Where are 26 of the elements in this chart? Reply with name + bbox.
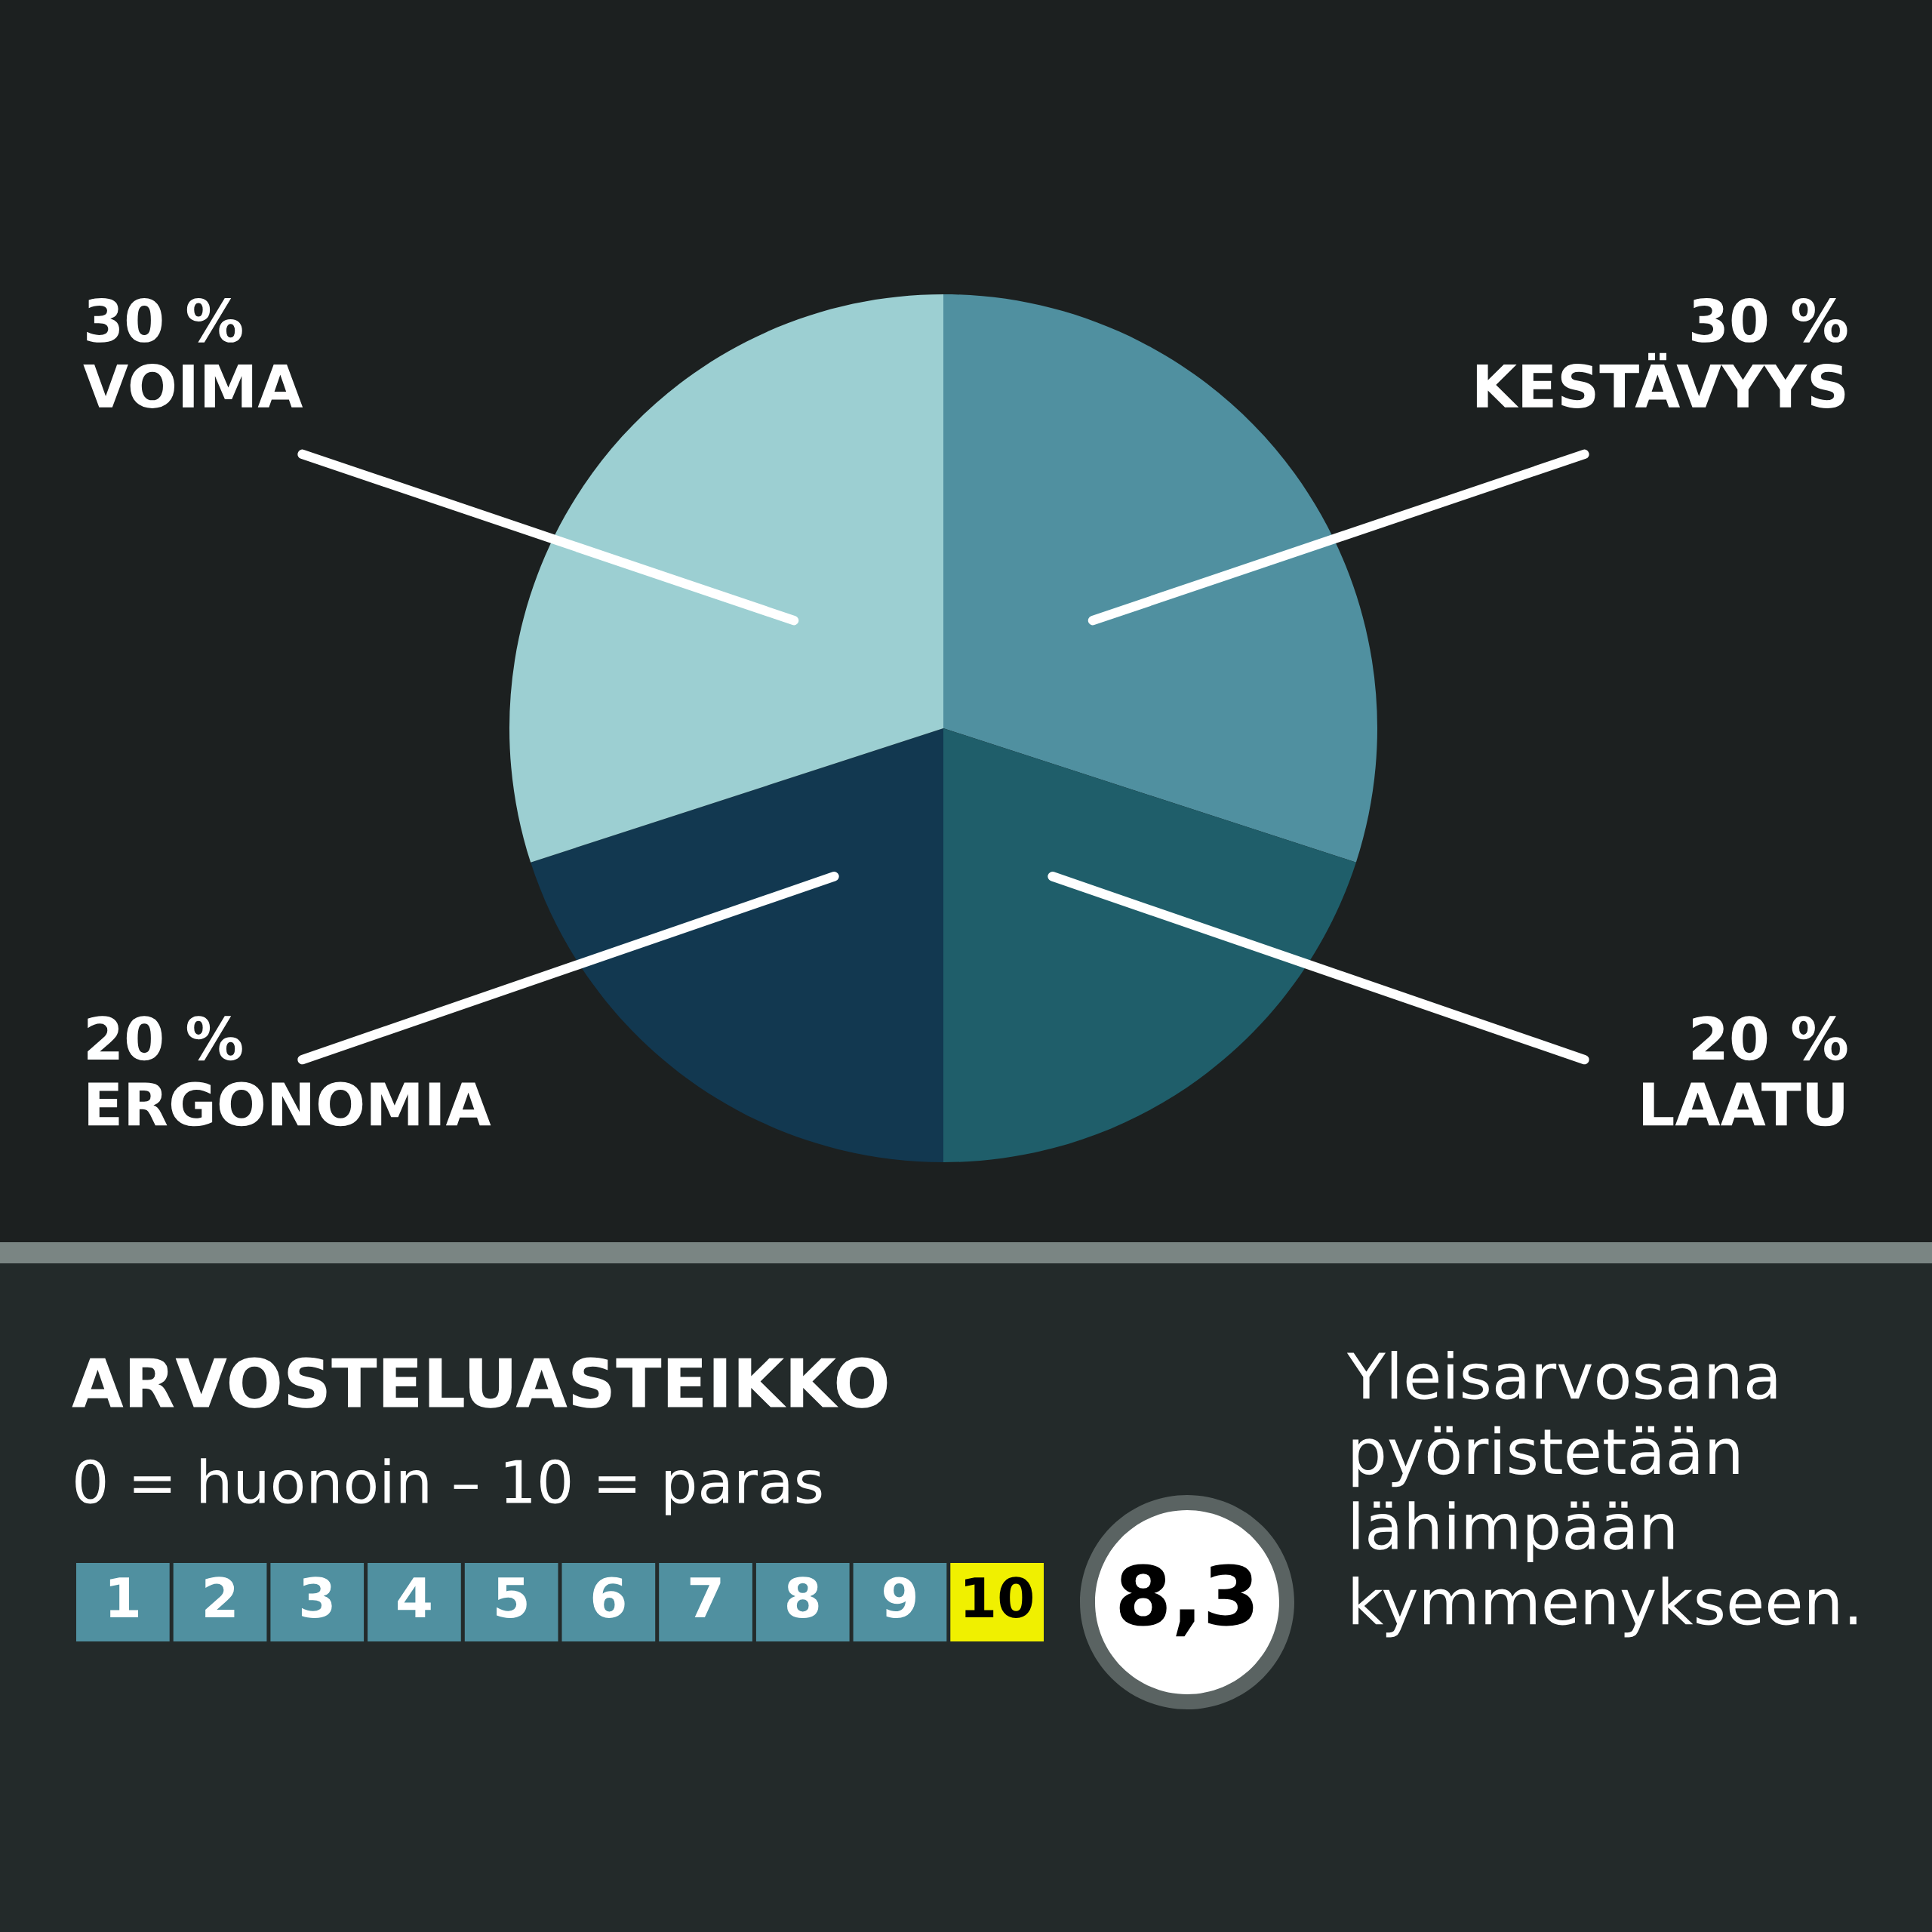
slice-label: KESTÄVYYS [1476, 352, 1845, 408]
data-label: 7 [690, 1577, 721, 1617]
data-label: 4 [398, 1577, 431, 1617]
slice-label: LAATU [1643, 1082, 1844, 1127]
data-label: 20 % [88, 1016, 242, 1061]
pie-slice [531, 728, 943, 1162]
data-label: 8 [787, 1577, 819, 1618]
data-label: 5 [497, 1577, 527, 1618]
data-label: 30 % [87, 298, 242, 343]
text: 8,3 [1119, 1564, 1254, 1637]
pie-slice [943, 294, 1377, 863]
text: Yleisarvosana pyöristetään lähimpään kymmenykseen. [1346, 1351, 1857, 1638]
slice-label: ERGONOMIA [88, 1081, 491, 1127]
slice-label: VOIMA [83, 364, 303, 408]
data-label: 1 [109, 1577, 139, 1617]
chart-subtitle: 0 = huonoin – 10 = paras [75, 1458, 822, 1515]
pie-slice [509, 294, 943, 863]
data-label: 6 [592, 1577, 625, 1618]
data-label: 2 [205, 1577, 235, 1617]
data-label: 3 [301, 1577, 332, 1618]
data-label: 20 % [1692, 1016, 1847, 1061]
data-label: 30 % [1691, 298, 1847, 343]
pie-slice [943, 728, 1356, 1162]
chart-title: ARVOSTELUASTEIKKO [72, 1357, 888, 1408]
data-label: 10 [965, 1577, 1032, 1618]
data-label: 9 [884, 1577, 915, 1618]
